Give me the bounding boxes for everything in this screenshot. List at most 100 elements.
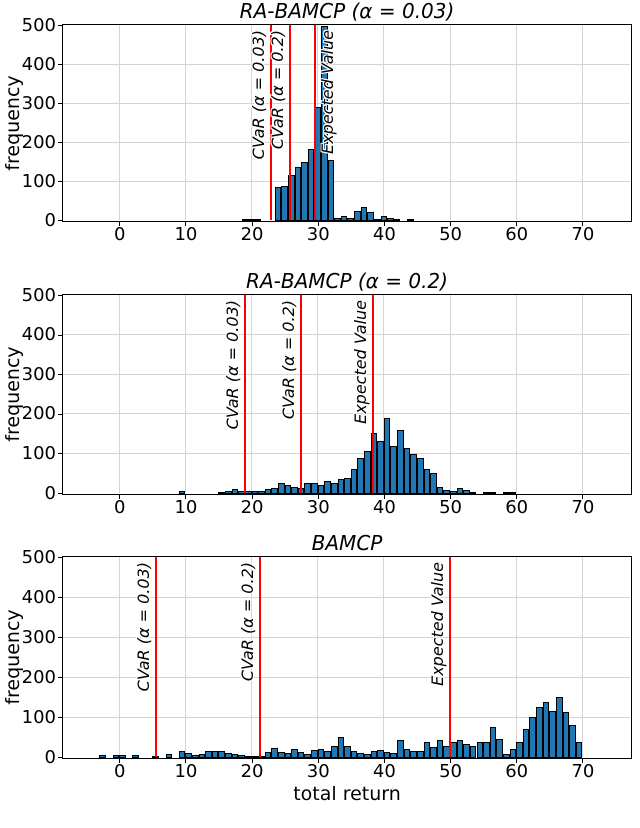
- y-tick-label: 400: [21, 586, 56, 608]
- x-tick-mark: [185, 222, 187, 226]
- gridline-x-20: [251, 25, 253, 220]
- histogram-bar: [251, 490, 259, 494]
- y-tick-mark: [58, 677, 62, 678]
- histogram-bar: [244, 756, 252, 758]
- histogram-bar: [251, 756, 259, 758]
- gridline-x-50: [449, 295, 451, 493]
- vline-expected-value: [372, 295, 375, 493]
- gridline-x-20: [251, 295, 253, 493]
- histogram-bar: [278, 751, 285, 758]
- histogram-bar: [264, 752, 272, 758]
- histogram-bar: [549, 711, 556, 758]
- histogram-bar: [119, 754, 126, 758]
- gridline-x-40: [383, 295, 385, 493]
- histogram-bar: [165, 754, 173, 758]
- histogram-bar: [364, 754, 371, 758]
- y-tick-label: 100: [21, 442, 56, 464]
- vline-label: CVaR (α = 0.03): [222, 300, 242, 430]
- histogram-bar: [463, 744, 470, 758]
- x-tick-mark: [317, 759, 319, 763]
- gridline-x-30: [317, 295, 319, 493]
- histogram-bar: [271, 748, 279, 758]
- vline-cvar: [288, 25, 291, 220]
- y-tick-label: 500: [21, 546, 56, 568]
- y-tick-label: 0: [44, 209, 56, 231]
- histogram-bar: [198, 754, 206, 758]
- gridline-x-40: [383, 557, 385, 757]
- histogram-bar: [225, 753, 232, 758]
- histogram-bar: [436, 739, 444, 758]
- histogram-bar: [311, 749, 318, 758]
- vline-label: CVaR (α = 0.03): [134, 562, 154, 692]
- gridline-x-10: [184, 557, 186, 757]
- histogram-bar: [377, 749, 384, 758]
- histogram-bar: [301, 161, 308, 221]
- histogram-bar: [403, 448, 411, 494]
- histogram-bar: [340, 215, 348, 221]
- histogram-bar: [456, 740, 464, 758]
- y-tick-mark: [58, 142, 62, 143]
- histogram-bar: [555, 696, 563, 758]
- gridline-y-400: [63, 334, 630, 336]
- histogram-bamcp: CVaR (α = 0.03) CVaR (α = 0.2) Expected Va…: [62, 556, 632, 759]
- histogram-bar: [344, 745, 351, 758]
- histogram-bar: [218, 751, 226, 758]
- histogram-bar: [483, 742, 490, 758]
- gridline-x-70: [581, 295, 583, 493]
- vline-cvar: [300, 295, 303, 493]
- y-tick-label: 500: [21, 14, 56, 36]
- histogram-bar: [516, 742, 523, 758]
- gridline-x-60: [515, 25, 517, 220]
- histogram-bar: [509, 748, 517, 758]
- x-tick-label: 10: [174, 224, 198, 245]
- histogram-bar: [271, 488, 279, 494]
- y-tick-mark: [58, 557, 62, 558]
- histogram-bar: [205, 751, 212, 758]
- histogram-bar: [317, 748, 325, 758]
- vline-expected-value: [449, 557, 452, 757]
- y-tick-mark: [58, 103, 62, 104]
- histogram-bar: [317, 484, 325, 494]
- vline-cvar: [155, 557, 158, 757]
- histogram-bar: [324, 751, 331, 758]
- histogram-bar: [307, 148, 315, 221]
- x-tick-label: 50: [439, 497, 462, 518]
- histogram-bar: [393, 219, 401, 221]
- histogram-bar: [456, 488, 464, 494]
- x-tick-label: 20: [240, 761, 264, 782]
- histogram-bar: [364, 451, 371, 494]
- y-tick-mark: [58, 25, 62, 26]
- gridline-x-20: [251, 557, 253, 757]
- histogram-bar: [330, 746, 338, 758]
- histogram-bar: [390, 446, 398, 494]
- histogram-bar: [377, 441, 384, 494]
- histogram-bar: [334, 217, 341, 221]
- histogram-bar: [350, 469, 358, 494]
- histogram-bar: [360, 206, 368, 221]
- gridline-x-0: [118, 557, 120, 757]
- histogram-bar: [225, 491, 232, 494]
- histogram-bar: [383, 418, 391, 494]
- x-tick-label: 10: [174, 497, 198, 518]
- histogram-bar: [390, 752, 398, 758]
- x-tick-mark: [119, 495, 121, 499]
- x-tick-mark: [251, 222, 253, 226]
- x-tick-label: 0: [114, 497, 126, 518]
- vline-cvar: [259, 557, 262, 757]
- x-tick-mark: [251, 495, 253, 499]
- x-tick-label: 60: [505, 497, 529, 518]
- histogram-ra-bamcp-alpha-003: CVaR (α = 0.03) CVaR (α = 0.2) Expected Va…: [62, 24, 632, 222]
- histogram-bar: [284, 485, 292, 494]
- x-tick-label: 40: [372, 497, 396, 518]
- y-tick-mark: [58, 334, 62, 336]
- gridline-y-300: [63, 636, 630, 638]
- histogram-bar: [383, 751, 391, 758]
- title-ra-bamcp-alpha-003: RA-BAMCP (α = 0.03): [239, 0, 455, 23]
- histogram-bar: [469, 746, 477, 758]
- histogram-bar: [231, 754, 239, 758]
- histogram-bar: [502, 492, 510, 494]
- histogram-bar: [327, 159, 335, 221]
- y-tick-mark: [58, 493, 62, 494]
- histogram-bar: [241, 219, 249, 221]
- gridline-y-300: [63, 102, 630, 104]
